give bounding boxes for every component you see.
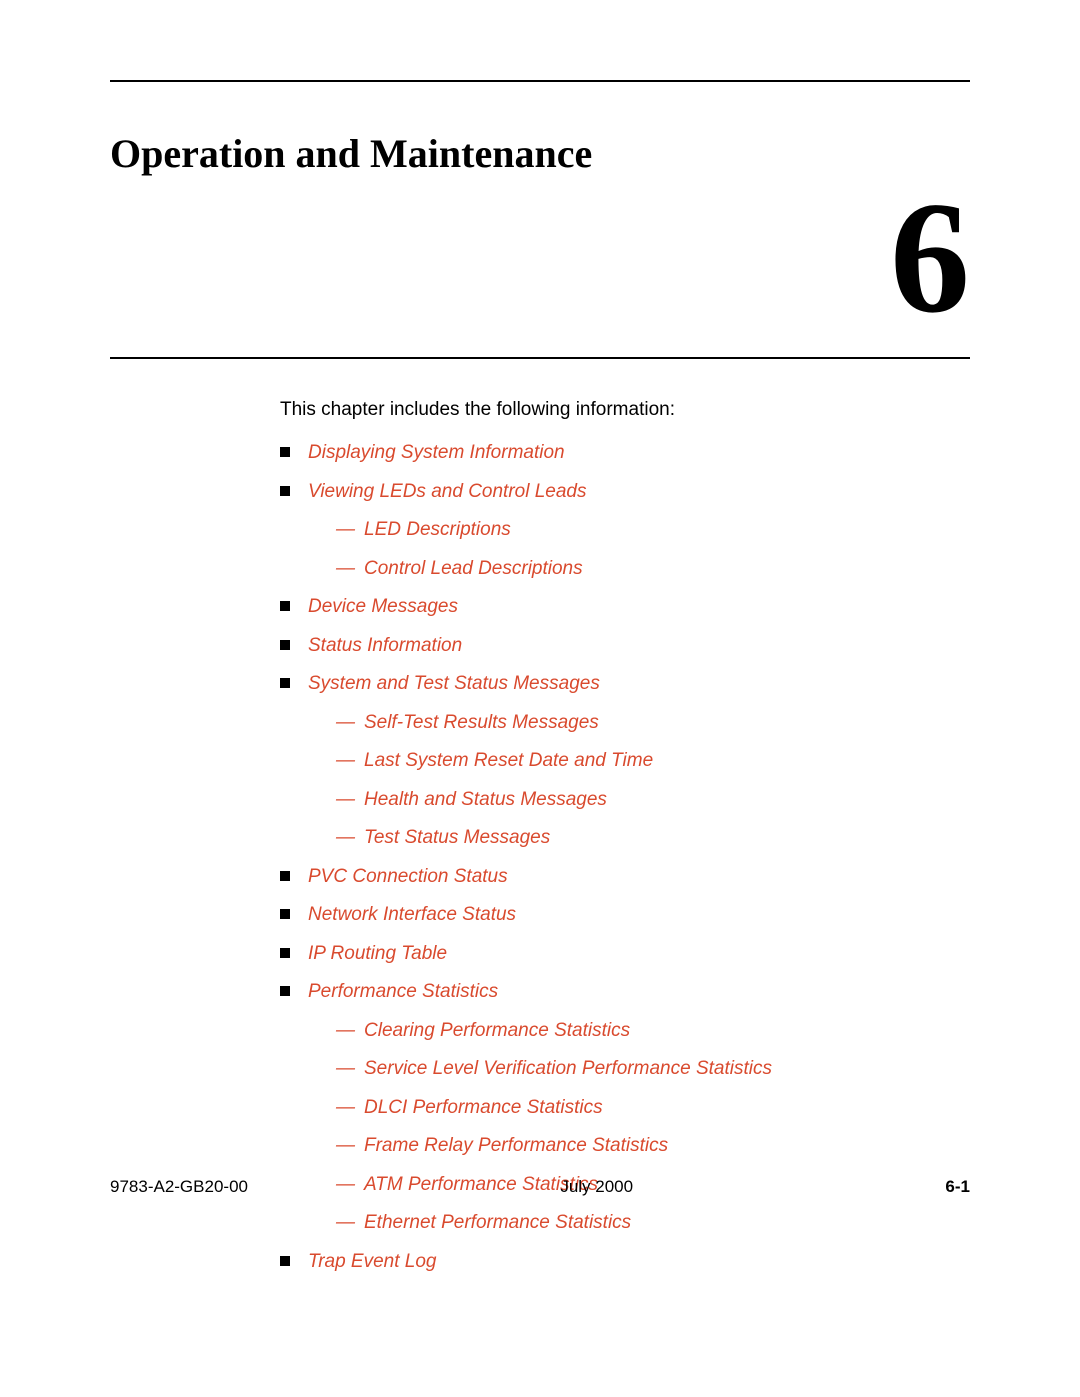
toc-item: IP Routing Table	[280, 940, 970, 969]
toc-subitem: Self-Test Results Messages	[336, 709, 970, 738]
toc-item: Performance Statistics Clearing Performa…	[280, 978, 970, 1238]
toc-link[interactable]: Frame Relay Performance Statistics	[364, 1135, 668, 1156]
toc-link[interactable]: Test Status Messages	[364, 827, 550, 848]
toc-link[interactable]: System and Test Status Messages	[308, 673, 600, 694]
toc-link[interactable]: Health and Status Messages	[364, 789, 607, 810]
toc-link[interactable]: Trap Event Log	[308, 1251, 437, 1272]
footer-date: July 2000	[560, 1177, 633, 1197]
toc-link[interactable]: Control Lead Descriptions	[364, 558, 583, 579]
toc-subitem: Clearing Performance Statistics	[336, 1017, 970, 1046]
toc-link[interactable]: DLCI Performance Statistics	[364, 1097, 603, 1118]
toc-item: PVC Connection Status	[280, 863, 970, 892]
toc-subitem: LED Descriptions	[336, 516, 970, 545]
toc-subitem: Ethernet Performance Statistics	[336, 1209, 970, 1238]
toc-link[interactable]: LED Descriptions	[364, 519, 511, 540]
toc-sublist: Clearing Performance Statistics Service …	[308, 1017, 970, 1238]
toc-item: Device Messages	[280, 593, 970, 622]
toc-link[interactable]: Displaying System Information	[308, 442, 565, 463]
toc-item: Status Information	[280, 632, 970, 661]
chapter-number: 6	[110, 177, 970, 337]
toc-subitem: Health and Status Messages	[336, 786, 970, 815]
toc-link[interactable]: Self-Test Results Messages	[364, 712, 599, 733]
toc-link[interactable]: Performance Statistics	[308, 981, 498, 1002]
toc-subitem: Last System Reset Date and Time	[336, 747, 970, 776]
footer-page-number: 6-1	[945, 1177, 970, 1197]
toc-sublist: LED Descriptions Control Lead Descriptio…	[308, 516, 970, 583]
toc-list: Displaying System Information Viewing LE…	[280, 439, 970, 1276]
toc-item: Displaying System Information	[280, 439, 970, 468]
toc-item: System and Test Status Messages Self-Tes…	[280, 670, 970, 853]
toc-link[interactable]: IP Routing Table	[308, 943, 447, 964]
toc-subitem: DLCI Performance Statistics	[336, 1094, 970, 1123]
toc-link[interactable]: Service Level Verification Performance S…	[364, 1058, 772, 1079]
toc-item: Viewing LEDs and Control Leads LED Descr…	[280, 478, 970, 584]
toc-link[interactable]: PVC Connection Status	[308, 866, 508, 887]
page-footer: 9783-A2-GB20-00 July 2000 6-1	[110, 1177, 970, 1197]
toc-subitem: Control Lead Descriptions	[336, 555, 970, 584]
toc-subitem: Frame Relay Performance Statistics	[336, 1132, 970, 1161]
toc-subitem: Service Level Verification Performance S…	[336, 1055, 970, 1084]
toc-sublist: Self-Test Results Messages Last System R…	[308, 709, 970, 853]
footer-doc-id: 9783-A2-GB20-00	[110, 1177, 248, 1197]
toc-link[interactable]: Last System Reset Date and Time	[364, 750, 653, 771]
toc-link[interactable]: Status Information	[308, 635, 462, 656]
toc-link[interactable]: Clearing Performance Statistics	[364, 1020, 630, 1041]
toc-link[interactable]: Device Messages	[308, 596, 458, 617]
toc-link[interactable]: Ethernet Performance Statistics	[364, 1212, 631, 1233]
chapter-title: Operation and Maintenance	[110, 130, 970, 177]
toc-link[interactable]: Network Interface Status	[308, 904, 516, 925]
toc-subitem: Test Status Messages	[336, 824, 970, 853]
toc-item: Network Interface Status	[280, 901, 970, 930]
toc-link[interactable]: Viewing LEDs and Control Leads	[308, 481, 587, 502]
mid-rule	[110, 357, 970, 359]
chapter-content: This chapter includes the following info…	[280, 399, 970, 1276]
toc-item: Trap Event Log	[280, 1248, 970, 1277]
intro-text: This chapter includes the following info…	[280, 399, 970, 421]
top-rule	[110, 80, 970, 82]
